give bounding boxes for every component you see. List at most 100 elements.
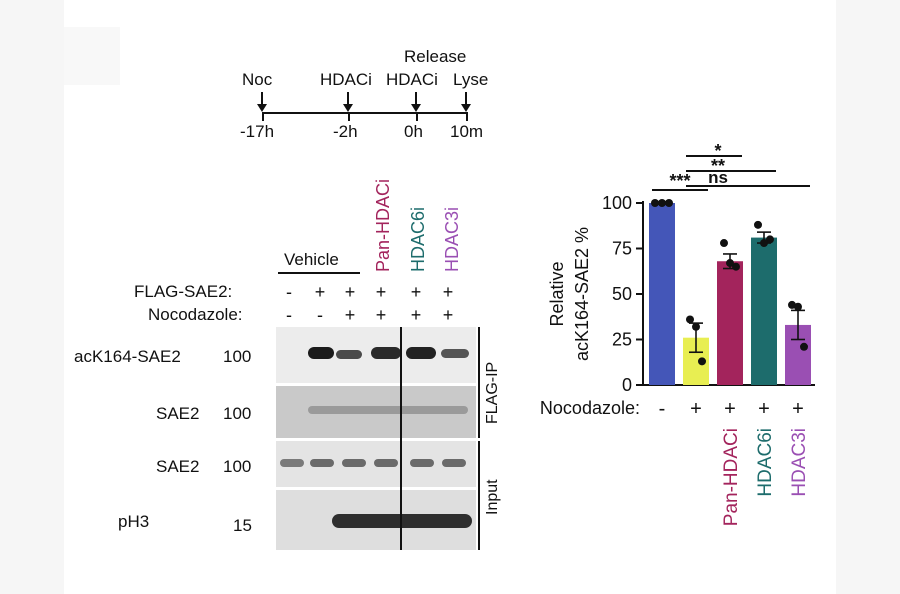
- timeline-tick: [466, 112, 468, 121]
- data-point: [698, 357, 706, 366]
- band: [336, 350, 362, 359]
- nocodazole-sign: +: [792, 398, 804, 420]
- timeline-tick: [262, 112, 264, 121]
- category-label: Pan-HDACi: [721, 428, 742, 526]
- band: [280, 459, 304, 467]
- band: [406, 347, 436, 359]
- y-axis-label: acK164-SAE2 %: [572, 227, 592, 361]
- y-tick-label: 0: [622, 375, 632, 395]
- panel-mw-ph3: 15: [233, 516, 252, 535]
- data-point: [686, 315, 694, 324]
- right-margin-strip: [836, 0, 900, 594]
- nocodazole-sign: +: [758, 398, 770, 420]
- timeline-event-hdaci-release: HDACi: [386, 70, 438, 89]
- sign: -: [317, 305, 323, 325]
- nocodazole-sign: +: [690, 398, 702, 420]
- data-point: [720, 239, 728, 248]
- data-point: [692, 322, 700, 331]
- band: [442, 459, 466, 467]
- timeline-event-hdaci: HDACi: [320, 70, 372, 89]
- sign: +: [410, 305, 422, 325]
- left-margin-strip: [0, 0, 64, 594]
- row-label-flag-sae2: FLAG-SAE2:: [134, 282, 233, 301]
- y-tick-label: 50: [612, 284, 632, 304]
- significance-label: **: [711, 156, 725, 176]
- sign: +: [442, 282, 454, 302]
- data-point: [665, 199, 673, 207]
- timeline-event-lyse: Lyse: [453, 70, 489, 89]
- band: [410, 459, 434, 467]
- timeline-time-minus2h: -2h: [333, 122, 358, 141]
- sign: +: [442, 305, 454, 325]
- vehicle-bracket: [278, 272, 360, 274]
- panel-mw-sae2-ip: 100: [223, 404, 252, 423]
- lane-divider: [400, 327, 402, 550]
- sign: +: [344, 305, 356, 325]
- input-bracket: [478, 441, 480, 550]
- timeline-time-minus17h: -17h: [240, 122, 275, 141]
- timeline-time-0h: 0h: [404, 122, 423, 141]
- row-label-nocodazole: Nocodazole:: [148, 305, 243, 324]
- significance-label: ***: [669, 171, 690, 191]
- sign: +: [375, 305, 387, 325]
- data-point: [754, 220, 762, 229]
- data-point: [658, 199, 666, 207]
- y-axis-label: Relative: [547, 261, 567, 326]
- timeline-axis: [262, 112, 468, 114]
- band: [342, 459, 366, 467]
- data-point: [788, 300, 796, 309]
- category-label: HDAC3i: [789, 428, 810, 497]
- y-tick-label: 25: [612, 330, 632, 350]
- sign: +: [344, 282, 356, 302]
- y-tick-label: 75: [612, 239, 632, 259]
- band: [308, 347, 334, 359]
- blot-panel-ack164-sae2: [276, 327, 476, 383]
- corner-patch: [64, 27, 120, 85]
- panel-mw-ack164-sae2: 100: [223, 347, 252, 366]
- timeline-tick: [348, 112, 350, 121]
- nocodazole-sign: +: [724, 398, 736, 420]
- data-point: [726, 259, 734, 268]
- panel-label-sae2-ip: SAE2: [156, 404, 200, 423]
- data-point: [794, 302, 802, 311]
- nocodazole-sign: -: [659, 398, 666, 420]
- flag-ip-bracket: [478, 327, 480, 438]
- data-point: [800, 342, 808, 351]
- x-row-label-nocodazole: Nocodazole:: [540, 398, 640, 418]
- timeline-event-noc: Noc: [242, 70, 273, 89]
- timeline-release-label: Release: [404, 47, 467, 66]
- data-point: [766, 235, 774, 244]
- significance-label: *: [714, 141, 721, 161]
- band: [332, 514, 472, 528]
- blot-panel-ph3: [276, 490, 476, 550]
- panel-mw-sae2-input: 100: [223, 457, 252, 476]
- data-point: [651, 199, 659, 207]
- sign: -: [286, 305, 292, 325]
- sign: -: [286, 282, 292, 302]
- timeline-tick: [416, 112, 418, 121]
- band: [308, 406, 468, 414]
- bar: [649, 203, 675, 385]
- band: [374, 459, 398, 467]
- y-tick-label: 100: [602, 193, 632, 213]
- sign: +: [375, 282, 387, 302]
- panel-label-sae2-input: SAE2: [156, 457, 200, 476]
- blot-panel-sae2-ip: [276, 386, 476, 438]
- significance-label: ns: [708, 168, 728, 187]
- data-point: [760, 239, 768, 248]
- timeline-time-10m: 10m: [450, 122, 484, 141]
- category-label: HDAC6i: [755, 428, 776, 497]
- data-point: [732, 262, 740, 271]
- sign: +: [314, 282, 326, 302]
- band: [371, 347, 401, 359]
- bar: [717, 261, 743, 385]
- panel-label-ack164-sae2: acK164-SAE2: [74, 347, 181, 366]
- panel-label-ph3: pH3: [118, 512, 150, 531]
- bar: [751, 237, 777, 385]
- band: [310, 459, 334, 467]
- band: [441, 349, 469, 358]
- blot-panel-sae2-input: [276, 441, 476, 487]
- sign: +: [410, 282, 422, 302]
- condition-header-vehicle: Vehicle: [284, 250, 339, 269]
